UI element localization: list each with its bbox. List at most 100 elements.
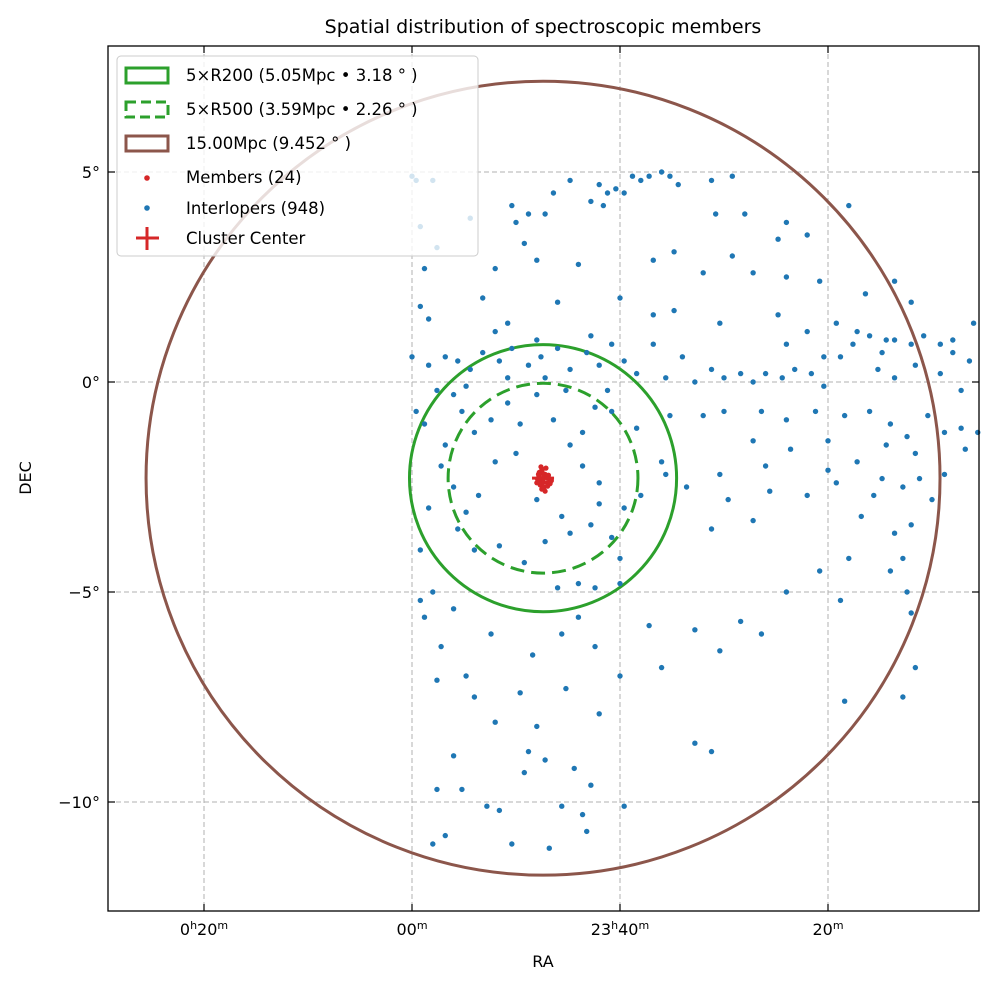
interloper-point bbox=[554, 299, 561, 305]
legend: 5×R200 (5.05Mpc • 3.18 ° ) 5×R500 (3.59M… bbox=[116, 55, 479, 257]
legend-15mpc-label: 15.00Mpc (9.452 ° ) bbox=[186, 134, 351, 153]
interloper-point bbox=[837, 597, 844, 604]
legend-members-label: Members (24) bbox=[186, 168, 302, 187]
interloper-point bbox=[937, 370, 944, 377]
interloper-point bbox=[575, 261, 582, 268]
interloper-point bbox=[442, 442, 448, 448]
interloper-point bbox=[717, 648, 723, 654]
interloper-point bbox=[638, 177, 644, 184]
interloper-point bbox=[866, 333, 873, 339]
legend-interlopers-label: Interlopers (948) bbox=[186, 199, 325, 218]
interloper-point bbox=[592, 643, 598, 650]
interloper-point bbox=[854, 459, 860, 465]
interloper-point bbox=[629, 173, 636, 179]
interloper-point bbox=[970, 320, 977, 326]
interloper-point bbox=[966, 358, 973, 364]
interloper-point bbox=[700, 270, 706, 276]
interloper-point bbox=[513, 450, 519, 457]
interloper-point bbox=[762, 463, 769, 469]
interloper-point bbox=[492, 459, 498, 465]
interloper-point bbox=[962, 446, 968, 452]
interloper-point bbox=[538, 354, 544, 360]
x-tick-label: 23h40m bbox=[591, 919, 649, 939]
interloper-point bbox=[475, 492, 482, 499]
interloper-point bbox=[775, 236, 781, 242]
interloper-point bbox=[455, 526, 461, 532]
interloper-point bbox=[816, 278, 823, 284]
y-axis-label: DEC bbox=[16, 461, 35, 495]
legend-interlopers-marker bbox=[144, 205, 150, 211]
interloper-point bbox=[559, 513, 565, 520]
interloper-point bbox=[492, 719, 498, 725]
interloper-point bbox=[459, 786, 465, 793]
interloper-point bbox=[825, 438, 831, 444]
circle-r500 bbox=[446, 381, 640, 575]
interloper-point bbox=[450, 753, 457, 759]
interloper-point bbox=[467, 366, 473, 373]
member-point bbox=[535, 471, 542, 477]
interloper-point bbox=[425, 505, 432, 511]
cluster-center-marker bbox=[532, 467, 555, 490]
interloper-point bbox=[492, 265, 498, 272]
interloper-point bbox=[509, 345, 515, 352]
interloper-point bbox=[554, 345, 561, 352]
interloper-point bbox=[816, 568, 823, 574]
interloper-point bbox=[862, 291, 869, 297]
interloper-point bbox=[721, 408, 727, 415]
interloper-point bbox=[908, 341, 914, 347]
interloper-point bbox=[409, 354, 415, 360]
interloper-point bbox=[504, 320, 511, 326]
interloper-point bbox=[504, 375, 511, 381]
interloper-point bbox=[900, 484, 906, 490]
interloper-point bbox=[804, 232, 810, 238]
interloper-point bbox=[417, 597, 424, 604]
member-point bbox=[534, 480, 540, 486]
interloper-point bbox=[891, 375, 898, 381]
interloper-point bbox=[617, 295, 623, 301]
interloper-point bbox=[617, 555, 623, 562]
interloper-point bbox=[575, 580, 582, 587]
interloper-point bbox=[567, 366, 573, 373]
interloper-point bbox=[613, 186, 619, 192]
interloper-point bbox=[463, 383, 469, 389]
interloper-point bbox=[633, 370, 640, 377]
interloper-point bbox=[600, 202, 607, 209]
interloper-point bbox=[783, 274, 790, 280]
interloper-point bbox=[604, 190, 611, 196]
interloper-point bbox=[438, 643, 444, 650]
legend-center-marker bbox=[136, 227, 159, 250]
interloper-point bbox=[575, 614, 582, 620]
interloper-point bbox=[663, 471, 669, 478]
interloper-point bbox=[509, 841, 515, 847]
interloper-point bbox=[683, 484, 690, 490]
interloper-point bbox=[783, 341, 790, 347]
axis-ticks: 0h20m 00m 23h40m 20m 5° 0° −5° −10° bbox=[58, 46, 979, 939]
interloper-point bbox=[542, 538, 548, 545]
legend-r200-swatch bbox=[124, 66, 170, 85]
radius-circles bbox=[144, 79, 942, 877]
interloper-point bbox=[621, 190, 627, 196]
interloper-point bbox=[833, 480, 840, 486]
interloper-point bbox=[658, 169, 665, 175]
interloper-point bbox=[517, 421, 523, 427]
interloper-point bbox=[887, 421, 894, 427]
interloper-point bbox=[891, 278, 898, 284]
interloper-point bbox=[937, 341, 944, 347]
legend-members-marker bbox=[144, 175, 150, 181]
interloper-point bbox=[891, 530, 898, 536]
interloper-point bbox=[958, 425, 964, 431]
interloper-point bbox=[975, 429, 981, 436]
y-tick-label: −5° bbox=[68, 583, 100, 602]
interloper-point bbox=[509, 202, 515, 209]
interloper-point bbox=[513, 219, 519, 226]
interloper-point bbox=[854, 328, 860, 335]
interloper-point bbox=[900, 694, 906, 700]
interloper-point bbox=[879, 349, 885, 356]
interloper-point bbox=[950, 337, 956, 343]
interloper-point bbox=[650, 312, 656, 318]
interloper-point bbox=[779, 375, 785, 381]
interloper-point bbox=[596, 711, 602, 717]
interloper-point bbox=[667, 412, 673, 419]
interloper-point bbox=[417, 547, 424, 553]
interloper-point bbox=[492, 328, 498, 335]
